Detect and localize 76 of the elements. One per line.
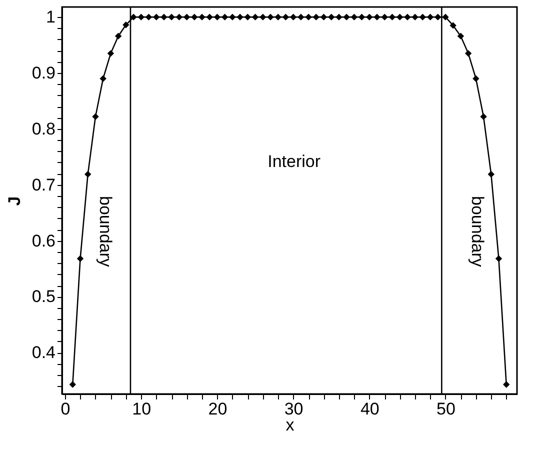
- point: [320, 14, 328, 20]
- point: [434, 14, 442, 20]
- point: [381, 14, 388, 20]
- point: [252, 14, 259, 20]
- point: [419, 14, 426, 20]
- point: [122, 22, 130, 28]
- point: [100, 75, 106, 82]
- point: [176, 14, 183, 20]
- point: [198, 14, 206, 20]
- point: [183, 14, 190, 20]
- point: [502, 381, 510, 388]
- point: [236, 14, 244, 20]
- point: [152, 14, 160, 20]
- x-tick-label: 40: [360, 400, 380, 418]
- point: [328, 14, 335, 20]
- point: [343, 14, 350, 20]
- point: [457, 32, 464, 40]
- point: [214, 14, 221, 20]
- point: [191, 14, 198, 20]
- y-tick-label: 0.6: [32, 231, 56, 250]
- point: [495, 255, 502, 262]
- x-tick-label: 20: [208, 400, 228, 418]
- point: [298, 14, 304, 20]
- point: [244, 14, 252, 20]
- point: [472, 75, 480, 82]
- point: [426, 14, 434, 20]
- annotation: boundary: [468, 196, 487, 268]
- point: [168, 14, 175, 20]
- point: [221, 14, 228, 20]
- y-tick-label: 0.8: [32, 119, 56, 138]
- point: [358, 14, 366, 20]
- point: [274, 14, 282, 20]
- point: [312, 14, 320, 20]
- point: [374, 14, 380, 20]
- point: [138, 14, 144, 20]
- point: [130, 14, 137, 20]
- point: [260, 14, 266, 20]
- point: [305, 14, 312, 20]
- point: [229, 14, 236, 20]
- point: [290, 14, 297, 20]
- point: [282, 14, 290, 20]
- x-tick-label: 0: [60, 400, 70, 418]
- point: [396, 14, 404, 20]
- y-axis-title: J: [4, 196, 24, 206]
- y-tick-label: 0.9: [32, 63, 56, 82]
- point: [107, 50, 114, 57]
- x-axis-title: x: [286, 416, 295, 434]
- point: [114, 32, 122, 40]
- point: [480, 113, 487, 120]
- point: [69, 381, 76, 388]
- point: [84, 170, 92, 178]
- y-tick-label: 0.4: [32, 343, 56, 362]
- point: [450, 22, 456, 29]
- x-tick-label: 30: [284, 400, 304, 418]
- point: [442, 14, 449, 20]
- point: [92, 113, 99, 120]
- point: [404, 14, 411, 20]
- point: [336, 14, 342, 20]
- y-tick-label: 0.5: [32, 287, 56, 306]
- point: [145, 14, 152, 20]
- annotation: boundary: [96, 196, 116, 268]
- point: [267, 14, 274, 20]
- point: [464, 50, 472, 57]
- point: [350, 14, 358, 20]
- point: [160, 14, 168, 20]
- x-tick-label: 50: [436, 400, 456, 418]
- point: [366, 14, 373, 20]
- point: [488, 170, 494, 178]
- point: [388, 14, 396, 20]
- point: [206, 14, 213, 20]
- annotation: Interior: [268, 152, 321, 171]
- point: [412, 14, 418, 20]
- x-tick-label: 10: [132, 400, 152, 418]
- y-tick-label: 1: [46, 8, 56, 27]
- point: [76, 255, 84, 262]
- y-tick-label: 0.7: [32, 175, 56, 194]
